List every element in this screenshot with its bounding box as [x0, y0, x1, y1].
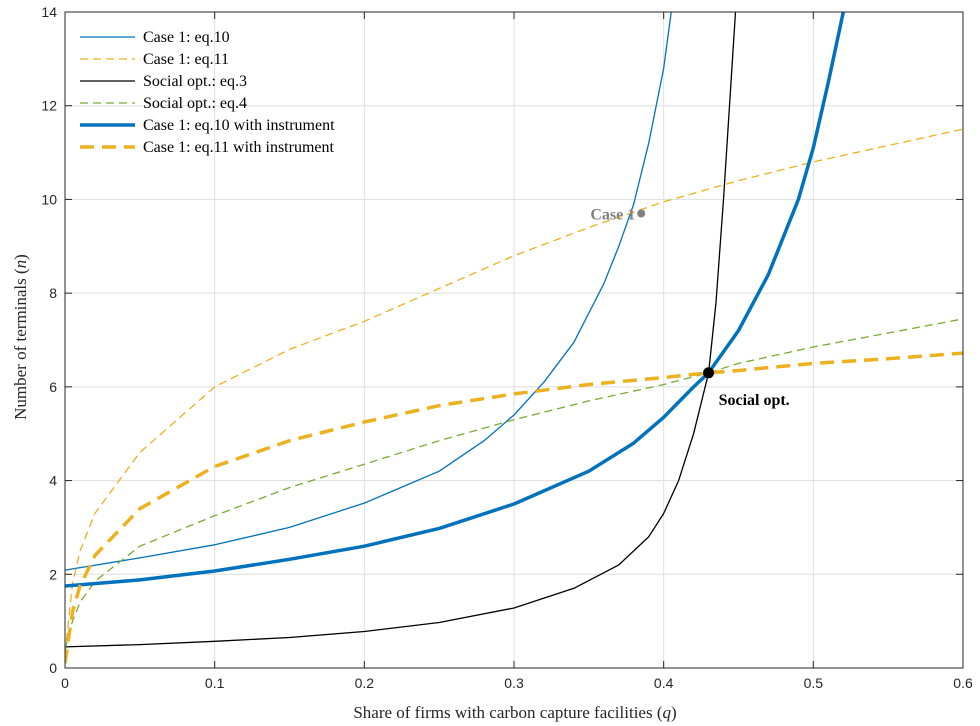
- x-tick-label: 0: [61, 675, 69, 691]
- x-tick-label: 0.4: [654, 675, 674, 691]
- y-tick-label: 6: [49, 379, 57, 395]
- legend-label-1: Case 1: eq.10: [143, 29, 230, 46]
- axes: [64, 11, 964, 669]
- x-tick-label: 0.5: [804, 675, 824, 691]
- annotation-social-opt: Social opt.: [719, 392, 790, 409]
- tick-labels: 0 0.1 0.2 0.3 0.4 0.5 0.6 0 2 4 6 8 10 12 14: [41, 4, 973, 691]
- marker-group: [637, 209, 715, 379]
- series-line-5: [65, 12, 846, 588]
- y-tick-label: 8: [49, 285, 57, 301]
- y-axis-label: Number of terminals (n): [11, 254, 30, 420]
- legend-label-6: Case 1: eq.11 with instrument: [143, 139, 334, 156]
- legend: Case 1: eq.10 Case 1: eq.11 Social opt.: e…: [80, 29, 335, 156]
- x-tick-label: 0.6: [953, 675, 973, 691]
- legend-label-2: Case 1: eq.11: [143, 51, 229, 68]
- series-line-6: [65, 351, 963, 664]
- x-tick-label: 0.2: [355, 675, 375, 691]
- x-axis-label: Share of firms with carbon capture facil…: [353, 703, 676, 722]
- legend-label-5: Case 1: eq.10 with instrument: [143, 117, 335, 134]
- series-line-1: [65, 12, 672, 571]
- grid: [65, 12, 963, 668]
- legend-label-3: Social opt.: eq.3: [143, 73, 247, 90]
- x-tick-label: 0.3: [504, 675, 524, 691]
- legend-label-4: Social opt.: eq.4: [143, 95, 247, 112]
- point-marker-2: [703, 367, 715, 379]
- series-line-4: [65, 318, 963, 650]
- y-tick-label: 12: [41, 98, 57, 114]
- y-tick-label: 0: [49, 660, 57, 676]
- annotation-case-1: Case 1: [590, 206, 635, 223]
- y-tick-label: 10: [41, 191, 57, 207]
- y-tick-label: 14: [41, 4, 57, 20]
- y-tick-label: 4: [49, 473, 57, 489]
- series-line-2: [65, 128, 963, 654]
- x-tick-label: 0.1: [205, 675, 225, 691]
- series-group: [65, 12, 963, 664]
- point-marker-1: [637, 209, 646, 218]
- annotations: Case 1 Social opt.: [590, 206, 789, 408]
- series-line-3: [65, 12, 737, 648]
- y-tick-label: 2: [49, 566, 57, 582]
